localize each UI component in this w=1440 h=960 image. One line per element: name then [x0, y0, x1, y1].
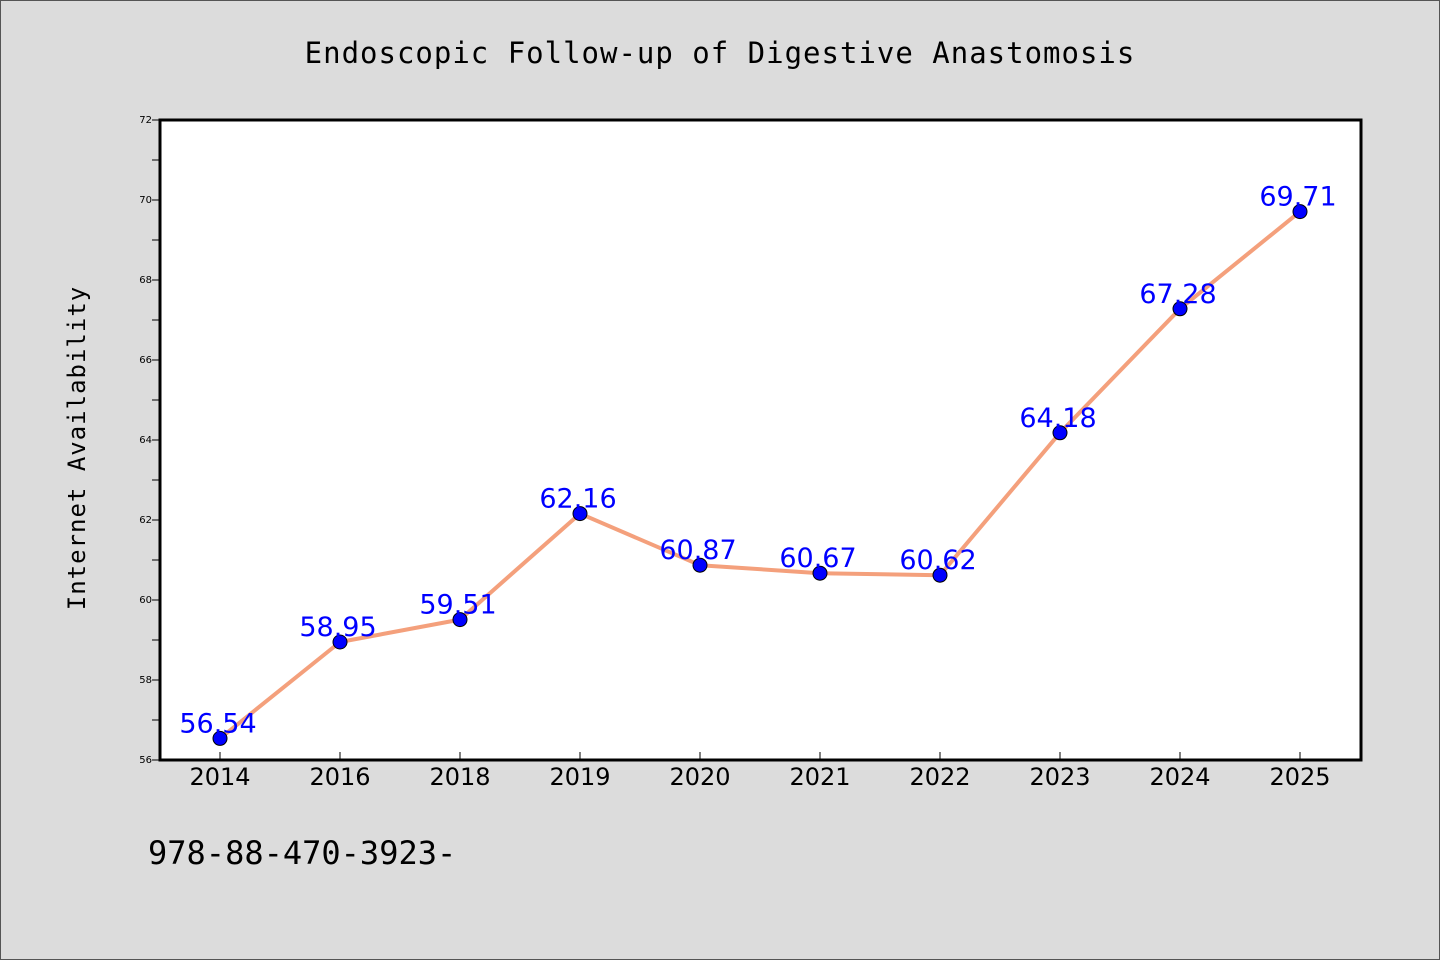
y-tick-label: 64 [139, 435, 152, 446]
y-axis-label: Internet Availability [63, 286, 91, 610]
y-tick-label: 68 [139, 275, 152, 286]
x-axis-ticks: 2014 2016 2018 2019 2020 2021 2022 2023 2024 2025 [189, 752, 1331, 791]
x-tick-label: 2024 [1149, 763, 1210, 791]
data-label: 60.62 [899, 545, 976, 576]
y-tick-label: 58 [139, 675, 152, 686]
x-tick-label: 2019 [549, 763, 610, 791]
x-tick-label: 2025 [1269, 763, 1330, 791]
series-line [218, 210, 1302, 740]
x-tick-label: 2022 [909, 763, 970, 791]
data-label: 60.87 [659, 535, 736, 566]
plot-area [160, 120, 1361, 760]
data-point [452, 612, 468, 628]
x-tick-label: 2023 [1029, 763, 1090, 791]
footer-isbn-text: 978-88-470-3923- [148, 834, 456, 872]
data-point-markers [212, 204, 1308, 746]
data-label: 62.16 [539, 484, 616, 515]
y-tick-label: 66 [139, 355, 152, 366]
x-tick-label: 2014 [189, 763, 250, 791]
data-label: 60.67 [779, 543, 856, 574]
x-tick-label: 2020 [669, 763, 730, 791]
data-labels: 56.54 58.95 59.51 62.16 60.87 60.67 60.62 64.18… [179, 182, 1336, 740]
data-label: 67.28 [1139, 279, 1216, 310]
y-tick-label: 72 [139, 115, 152, 126]
data-point [692, 557, 708, 573]
data-label: 69.71 [1259, 182, 1336, 213]
plot-border [158, 118, 1363, 762]
y-tick-label: 70 [139, 195, 152, 206]
data-label: 59.51 [419, 590, 496, 621]
data-label: 56.54 [179, 708, 256, 739]
x-tick-label: 2018 [429, 763, 490, 791]
data-point [332, 634, 348, 650]
y-tick-label: 60 [139, 595, 152, 606]
chart-title: Endoscopic Follow-up of Digestive Anasto… [305, 36, 1136, 70]
data-label: 64.18 [1019, 403, 1096, 434]
y-axis-ticks: 56 58 60 62 64 66 68 70 72 [139, 115, 160, 766]
x-tick-label: 2016 [309, 763, 370, 791]
y-tick-label: 62 [139, 515, 152, 526]
data-point [1172, 301, 1188, 317]
x-tick-label: 2021 [789, 763, 850, 791]
y-tick-label: 56 [139, 755, 152, 766]
data-point [572, 506, 588, 522]
series-line-group [218, 210, 1302, 740]
data-point [812, 565, 828, 581]
data-label: 58.95 [299, 612, 376, 643]
data-point [1292, 204, 1308, 220]
data-point [1052, 425, 1068, 441]
data-point [932, 567, 948, 583]
data-point [212, 730, 228, 746]
